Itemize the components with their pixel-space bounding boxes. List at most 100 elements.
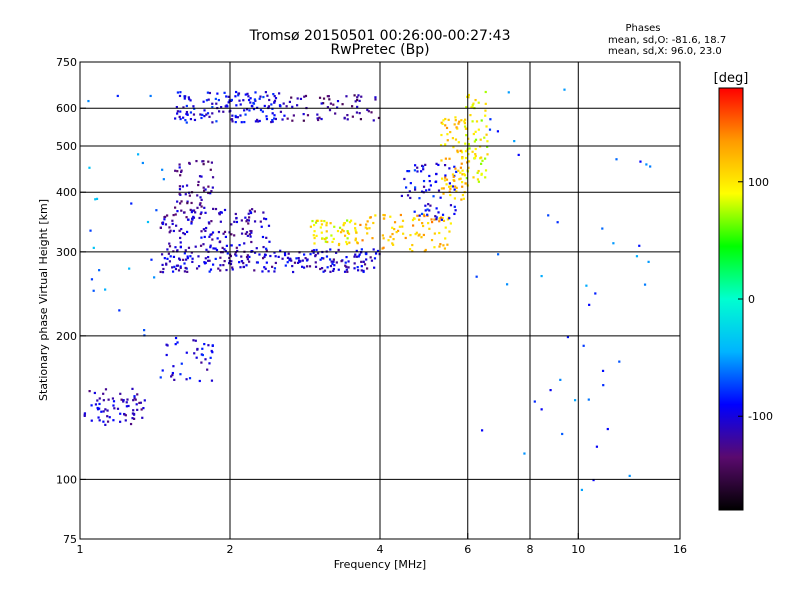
scatter-point [235,220,239,224]
scatter-point [437,189,441,192]
scatter-point [284,264,287,267]
scatter-point [185,110,189,114]
scatter-point [202,163,205,166]
scatter-point [448,182,451,185]
scatter-point [505,283,509,286]
scatter-point [477,180,481,183]
scatter-point [435,218,438,221]
scatter-point [174,206,177,209]
scatter-point [192,105,195,108]
scatter-point [420,236,423,239]
scatter-point [356,266,359,269]
scatter-point [122,399,125,402]
scatter-point [177,269,181,272]
scatter-point [178,166,181,169]
scatter-point [211,176,215,179]
scatter-point [320,117,323,121]
scatter-point [435,216,438,219]
scatter-point [353,262,356,265]
scatter-point [346,270,349,273]
scatter-point [332,258,335,261]
scatter-point [365,258,368,261]
scatter-point [168,245,172,248]
scatter-point [453,197,457,200]
scatter-point [108,416,111,419]
scatter-point [164,223,168,226]
scatter-point [328,98,331,101]
scatter-point [98,402,101,406]
scatter-point [179,246,182,249]
scatter-point [240,121,243,124]
x-tick-label: 4 [377,543,384,556]
scatter-point [419,170,423,173]
scatter-point [408,190,411,193]
scatter-point [170,375,173,378]
scatter-point [193,107,196,110]
scatter-point [331,240,334,244]
scatter-point [112,419,115,422]
scatter-point [366,227,369,230]
scatter-point [618,360,621,363]
scatter-point [204,188,207,191]
scatter-point [319,267,322,271]
scatter-point [333,225,336,228]
scatter-point [413,217,416,220]
scatter-point [249,235,252,238]
scatter-point [345,268,348,271]
scatter-point [475,120,479,123]
scatter-point [438,220,441,223]
scatter-point [332,103,335,106]
scatter-point [317,118,320,122]
scatter-point [465,177,468,180]
scatter-point [370,111,373,114]
scatter-point [312,234,315,237]
scatter-point [434,215,437,218]
scatter-point [262,217,266,220]
scatter-point [224,105,227,108]
scatter-point [202,243,205,246]
scatter-point [204,358,207,361]
scatter-point [346,231,350,234]
scatter-point [332,267,335,271]
scatter-point [192,215,195,218]
scatter-point [393,221,397,224]
scatter-point [187,96,190,99]
scatter-point [453,165,456,168]
scatter-point [180,209,183,212]
scatter-point [200,116,203,120]
scatter-point [566,335,570,339]
scatter-point [444,143,447,146]
scatter-point [228,262,231,265]
scatter-point [309,225,312,228]
scatter-point [507,91,510,94]
scatter-point [367,110,370,113]
scatter-point [189,117,193,121]
scatter-point [338,226,342,229]
scatter-point [194,339,197,342]
scatter-point [251,208,254,211]
scatter-point [286,261,289,264]
scatter-point [98,397,101,400]
scatter-point [422,233,425,237]
scatter-point [199,202,202,205]
scatter-point [203,342,206,346]
scatter-point [443,163,447,167]
scatter-point [461,169,464,172]
scatter-point [615,158,618,161]
scatter-point [240,232,244,235]
scatter-point [273,270,276,273]
scatter-point [649,165,652,168]
scatter-point [354,100,357,103]
scatter-point [183,262,186,265]
scatter-point [426,208,429,211]
scatter-point [344,264,347,267]
scatter-point [477,169,480,173]
scatter-point [203,235,206,239]
scatter-point [264,267,267,270]
scatter-point [449,187,452,191]
scatter-point [467,166,470,169]
scatter-point [316,252,320,255]
scatter-point [345,240,348,244]
scatter-point [185,230,189,234]
scatter-point [328,258,332,261]
